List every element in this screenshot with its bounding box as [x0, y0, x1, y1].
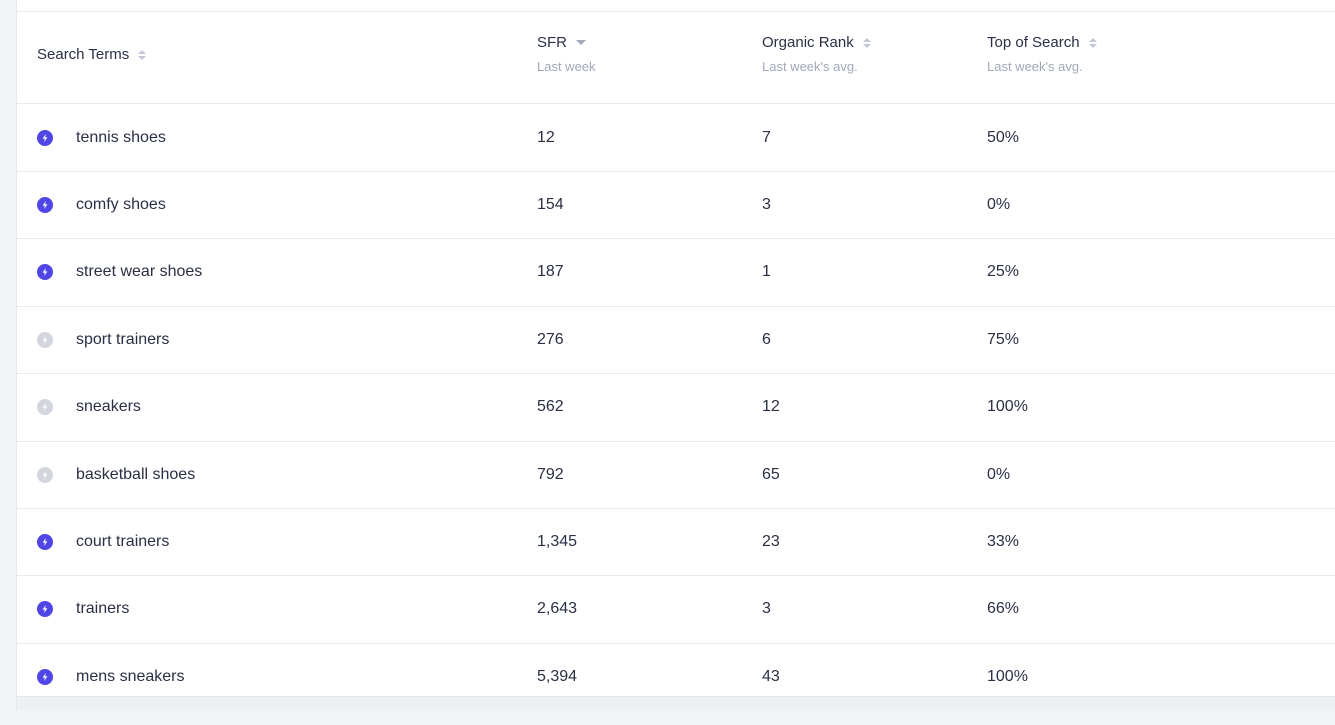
lightning-bolt-icon: [37, 331, 53, 348]
top-divider: [17, 0, 1335, 12]
cell-organic-rank: 1: [762, 263, 771, 281]
table-row[interactable]: tennis shoes 12 7 50%: [17, 104, 1335, 172]
cell-organic-rank: 3: [762, 195, 771, 213]
cell-sfr: 562: [537, 398, 564, 416]
cell-top-of-search: 66%: [987, 600, 1020, 618]
search-term-label: tennis shoes: [76, 128, 166, 146]
cell-top-of-search: 0%: [987, 195, 1011, 213]
table-header: Search Terms SFR Last week Organic Rank …: [17, 12, 1335, 104]
table-row[interactable]: sport trainers 276 6 75%: [17, 306, 1335, 375]
cell-sfr: 12: [537, 128, 555, 146]
cell-sfr: 276: [537, 330, 564, 348]
cell-search-term: trainers: [37, 576, 129, 643]
cell-organic-rank: 43: [762, 667, 780, 685]
search-term-label: comfy shoes: [76, 195, 166, 213]
cell-search-term: court trainers: [37, 508, 169, 575]
lightning-bolt-icon: [37, 399, 53, 416]
search-term-label: sneakers: [76, 398, 141, 416]
cell-sfr: 5,394: [537, 667, 578, 685]
lightning-bolt-icon: [37, 466, 53, 483]
lightning-bolt-icon: [37, 196, 53, 213]
cell-organic-rank: 7: [762, 128, 771, 146]
cell-sfr: 792: [537, 465, 564, 483]
search-term-label: trainers: [76, 600, 130, 618]
cell-organic-rank: 12: [762, 398, 780, 416]
header-search-terms[interactable]: Search Terms: [37, 46, 147, 63]
header-sfr[interactable]: SFR Last week: [537, 34, 596, 74]
search-term-label: basketball shoes: [76, 465, 196, 483]
cell-organic-rank: 3: [762, 600, 771, 618]
cell-search-term: sneakers: [37, 374, 141, 441]
header-top-of-search-label: Top of Search: [987, 34, 1080, 51]
table-row[interactable]: comfy shoes 154 3 0%: [17, 171, 1335, 240]
cell-search-term: street wear shoes: [37, 239, 202, 306]
cell-search-term: sport trainers: [37, 306, 169, 373]
cell-search-term: comfy shoes: [37, 171, 166, 238]
sort-arrows-icon[interactable]: [138, 49, 147, 61]
cell-top-of-search: 100%: [987, 667, 1028, 685]
search-term-label: sport trainers: [76, 330, 170, 348]
header-top-of-search-subtitle: Last week's avg.: [987, 59, 1083, 74]
header-sfr-subtitle: Last week: [537, 59, 596, 74]
cell-sfr: 1,345: [537, 532, 578, 550]
table-row[interactable]: street wear shoes 187 1 25%: [17, 239, 1335, 307]
table-row[interactable]: trainers 2,643 3 66%: [17, 576, 1335, 644]
header-organic-rank[interactable]: Organic Rank Last week's avg.: [762, 34, 871, 74]
search-term-label: mens sneakers: [76, 667, 185, 685]
cell-top-of-search: 75%: [987, 330, 1020, 348]
table-row[interactable]: basketball shoes 792 65 0%: [17, 441, 1335, 509]
lightning-bolt-icon: [37, 533, 53, 550]
cell-organic-rank: 65: [762, 465, 780, 483]
cell-top-of-search: 0%: [987, 465, 1011, 483]
cell-sfr: 2,643: [537, 600, 578, 618]
header-organic-rank-subtitle: Last week's avg.: [762, 59, 858, 74]
table-row[interactable]: sneakers 562 12 100%: [17, 374, 1335, 442]
cell-sfr: 154: [537, 195, 564, 213]
cell-organic-rank: 23: [762, 532, 780, 550]
sort-arrows-icon[interactable]: [862, 37, 871, 49]
sort-desc-icon[interactable]: [576, 40, 586, 45]
header-top-of-search[interactable]: Top of Search Last week's avg.: [987, 34, 1097, 74]
lightning-bolt-icon: [37, 668, 53, 685]
lightning-bolt-icon: [37, 129, 53, 146]
search-term-label: street wear shoes: [76, 263, 203, 281]
table-row[interactable]: court trainers 1,345 23 33%: [17, 508, 1335, 577]
cell-search-term: basketball shoes: [37, 441, 195, 508]
horizontal-scrollbar[interactable]: [17, 696, 1335, 711]
cell-top-of-search: 100%: [987, 398, 1028, 416]
cell-search-term: mens sneakers: [37, 643, 185, 710]
sort-arrows-icon[interactable]: [1088, 37, 1097, 49]
cell-search-term: tennis shoes: [37, 104, 166, 171]
header-search-terms-label: Search Terms: [37, 46, 130, 63]
cell-top-of-search: 33%: [987, 532, 1020, 550]
search-term-label: court trainers: [76, 532, 170, 550]
search-terms-panel: Search Terms SFR Last week Organic Rank …: [16, 0, 1335, 712]
cell-organic-rank: 6: [762, 330, 771, 348]
header-organic-rank-label: Organic Rank: [762, 34, 854, 51]
header-sfr-label: SFR: [537, 34, 567, 51]
cell-sfr: 187: [537, 263, 564, 281]
lightning-bolt-icon: [37, 264, 53, 281]
lightning-bolt-icon: [37, 601, 53, 618]
cell-top-of-search: 50%: [987, 128, 1020, 146]
cell-top-of-search: 25%: [987, 263, 1020, 281]
